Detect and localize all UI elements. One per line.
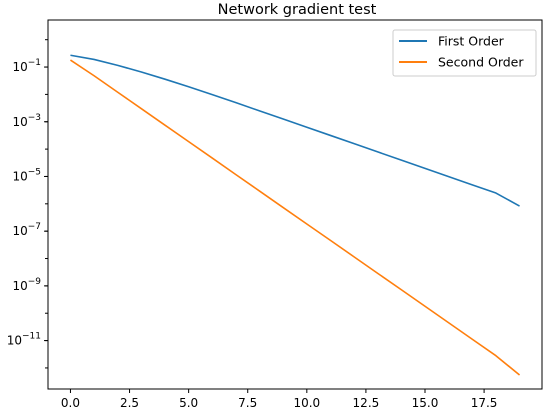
x-tick-label: 2.5	[120, 396, 139, 410]
legend-box	[392, 29, 537, 77]
x-tick-label: 7.5	[238, 396, 257, 410]
series-layer	[70, 54, 521, 376]
x-tick-label: 15.0	[412, 396, 439, 410]
x-tick-label: 0.0	[61, 396, 80, 410]
y-tick-label: 10−5	[12, 167, 41, 183]
x-tick-label: 12.5	[353, 396, 380, 410]
legend: First Order Second Order	[392, 29, 537, 77]
y-tick-label: 10−9	[12, 277, 41, 293]
series-line-second-order	[70, 59, 521, 376]
y-tick-label: 10−11	[7, 332, 41, 348]
chart-title: Network gradient test	[218, 2, 377, 18]
x-tick-label: 10.0	[293, 396, 320, 410]
plot-frame	[47, 19, 543, 390]
y-tick-label: 10−1	[12, 58, 41, 74]
legend-label-first-order: First Order	[438, 34, 505, 49]
y-axis: 10−1 10−3 10−5 10−7 10−9 10−11	[7, 39, 48, 369]
x-tick-label: 5.0	[179, 396, 198, 410]
series-line-first-order	[70, 54, 520, 207]
y-tick-label: 10−7	[12, 222, 41, 238]
x-tick-label: 17.5	[471, 396, 498, 410]
y-tick-label: 10−3	[12, 113, 41, 129]
legend-label-second-order: Second Order	[438, 55, 524, 70]
x-axis: 0.0 2.5 5.0 7.5 10.0 12.5 15.0 17.5	[61, 389, 498, 410]
